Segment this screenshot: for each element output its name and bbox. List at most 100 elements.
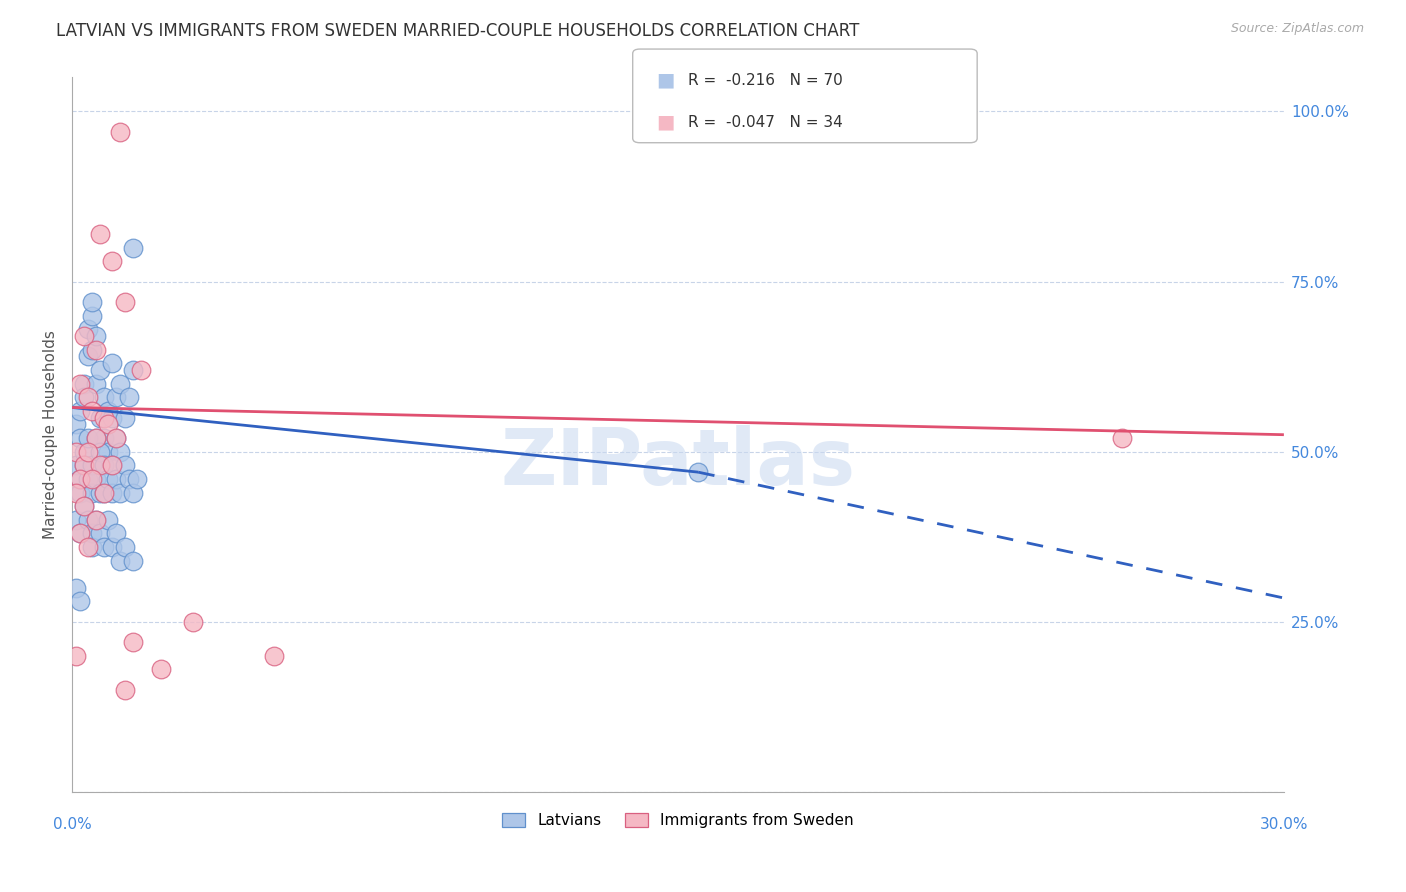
Point xyxy=(73,390,96,404)
Point xyxy=(121,553,143,567)
Point xyxy=(117,472,139,486)
Point xyxy=(69,526,91,541)
Point xyxy=(84,343,107,357)
Point xyxy=(110,485,132,500)
Point xyxy=(149,663,172,677)
Point xyxy=(73,499,96,513)
Point xyxy=(105,526,128,541)
Point xyxy=(69,472,91,486)
Point xyxy=(114,458,136,473)
Point xyxy=(69,472,91,486)
Point xyxy=(101,485,124,500)
Point xyxy=(77,390,100,404)
Point xyxy=(93,410,115,425)
Point xyxy=(77,431,100,445)
Y-axis label: Married-couple Households: Married-couple Households xyxy=(44,330,58,539)
Point xyxy=(69,404,91,418)
Point xyxy=(114,540,136,554)
Point xyxy=(89,444,111,458)
Point xyxy=(181,615,204,629)
Point xyxy=(77,513,100,527)
Point xyxy=(263,648,285,663)
Point xyxy=(69,485,91,500)
Point xyxy=(97,417,120,432)
Point xyxy=(84,472,107,486)
Point xyxy=(97,444,120,458)
Point xyxy=(121,363,143,377)
Point xyxy=(129,363,152,377)
Point xyxy=(97,472,120,486)
Text: 0.0%: 0.0% xyxy=(52,817,91,832)
Point xyxy=(77,472,100,486)
Point xyxy=(84,329,107,343)
Point xyxy=(77,540,100,554)
Point xyxy=(93,390,115,404)
Point xyxy=(105,431,128,445)
Point xyxy=(110,444,132,458)
Point xyxy=(65,417,87,432)
Point xyxy=(65,444,87,458)
Point xyxy=(89,526,111,541)
Point xyxy=(1111,431,1133,445)
Point xyxy=(101,356,124,370)
Point xyxy=(121,241,143,255)
Point xyxy=(65,581,87,595)
Point xyxy=(114,682,136,697)
Point xyxy=(65,513,87,527)
Point xyxy=(125,472,148,486)
Point xyxy=(82,404,104,418)
Point xyxy=(97,404,120,418)
Point xyxy=(114,295,136,310)
Point xyxy=(77,350,100,364)
Point xyxy=(84,431,107,445)
Point xyxy=(65,485,87,500)
Point xyxy=(84,431,107,445)
Point xyxy=(121,485,143,500)
Point xyxy=(69,431,91,445)
Point xyxy=(688,465,710,479)
Point xyxy=(89,363,111,377)
Point xyxy=(84,376,107,391)
Point xyxy=(101,458,124,473)
Text: R =  -0.216   N = 70: R = -0.216 N = 70 xyxy=(688,73,842,87)
Point xyxy=(82,485,104,500)
Point xyxy=(82,309,104,323)
Point xyxy=(114,410,136,425)
Legend: Latvians, Immigrants from Sweden: Latvians, Immigrants from Sweden xyxy=(496,807,859,834)
Point xyxy=(73,329,96,343)
Point xyxy=(82,540,104,554)
Point xyxy=(105,390,128,404)
Point xyxy=(69,594,91,608)
Text: Source: ZipAtlas.com: Source: ZipAtlas.com xyxy=(1230,22,1364,36)
Text: ■: ■ xyxy=(657,70,675,90)
Point xyxy=(89,485,111,500)
Text: 30.0%: 30.0% xyxy=(1260,817,1308,832)
Point xyxy=(82,472,104,486)
Point xyxy=(73,499,96,513)
Point xyxy=(89,227,111,241)
Point xyxy=(101,254,124,268)
Text: R =  -0.047   N = 34: R = -0.047 N = 34 xyxy=(688,115,842,129)
Point xyxy=(69,526,91,541)
Point xyxy=(65,458,87,473)
Point xyxy=(73,444,96,458)
Point xyxy=(77,322,100,336)
Point xyxy=(73,458,96,473)
Point xyxy=(84,513,107,527)
Point xyxy=(105,431,128,445)
Point xyxy=(105,472,128,486)
Point xyxy=(89,410,111,425)
Point xyxy=(93,540,115,554)
Point xyxy=(110,125,132,139)
Text: ■: ■ xyxy=(657,112,675,132)
Point xyxy=(65,648,87,663)
Point xyxy=(73,376,96,391)
Text: LATVIAN VS IMMIGRANTS FROM SWEDEN MARRIED-COUPLE HOUSEHOLDS CORRELATION CHART: LATVIAN VS IMMIGRANTS FROM SWEDEN MARRIE… xyxy=(56,22,859,40)
Point xyxy=(82,526,104,541)
Point xyxy=(93,458,115,473)
Point xyxy=(77,444,100,458)
Point xyxy=(121,635,143,649)
Point xyxy=(73,458,96,473)
Point xyxy=(117,390,139,404)
Point xyxy=(101,540,124,554)
